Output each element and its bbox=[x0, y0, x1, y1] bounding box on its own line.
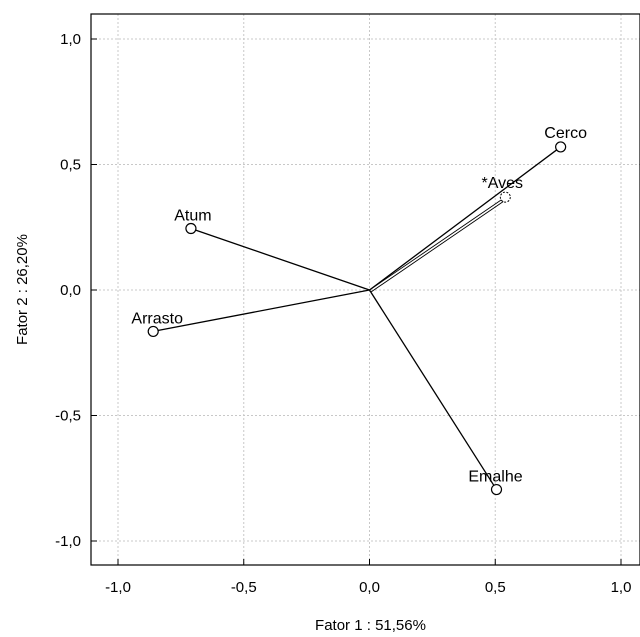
y-axis-label: Fator 2 : 26,20% bbox=[14, 234, 31, 345]
point-label-aves: *Aves bbox=[482, 175, 524, 192]
point-arrasto bbox=[147, 325, 159, 338]
plot-frame bbox=[90, 13, 640, 566]
x-tick-label: 1,0 bbox=[611, 579, 632, 596]
y-tick-label: -0,5 bbox=[55, 408, 81, 425]
vector-aves-outline bbox=[370, 198, 508, 293]
y-tick-label: 0,0 bbox=[60, 282, 81, 299]
vector-arrasto bbox=[153, 289, 370, 333]
vector-cerco bbox=[369, 146, 562, 291]
point-emalhe bbox=[490, 483, 503, 496]
x-tick-label: -0,5 bbox=[231, 579, 257, 596]
point-label-cerco: Cerco bbox=[544, 125, 587, 142]
loading-vectors bbox=[153, 146, 562, 490]
point-label-atum: Atum bbox=[174, 208, 211, 225]
y-tick-label: 0,5 bbox=[60, 157, 81, 174]
x-tick-label: -1,0 bbox=[105, 579, 131, 596]
point-aves bbox=[499, 191, 511, 203]
loading-points: Cerco *Aves Atum Arrasto Emalhe bbox=[131, 125, 587, 496]
point-atum bbox=[185, 222, 197, 235]
y-tick-label: -1,0 bbox=[55, 533, 81, 550]
y-tick-label: 1,0 bbox=[60, 31, 81, 48]
vector-aves bbox=[369, 196, 506, 291]
x-tick-label: 0,5 bbox=[485, 579, 506, 596]
axis-ticks: -1,0 -0,5 0,0 0,5 1,0 -1,0 -0,5 0,0 0,5 1,0 bbox=[55, 31, 631, 596]
grid-lines bbox=[91, 14, 640, 565]
point-label-emalhe: Emalhe bbox=[468, 469, 522, 486]
vector-emalhe bbox=[368, 289, 498, 490]
x-tick-label: 0,0 bbox=[359, 579, 380, 596]
x-axis-label: Fator 1 : 51,56% bbox=[315, 617, 426, 634]
vector-atum bbox=[190, 227, 370, 291]
point-cerco bbox=[555, 141, 567, 153]
point-label-arrasto: Arrasto bbox=[131, 310, 183, 327]
